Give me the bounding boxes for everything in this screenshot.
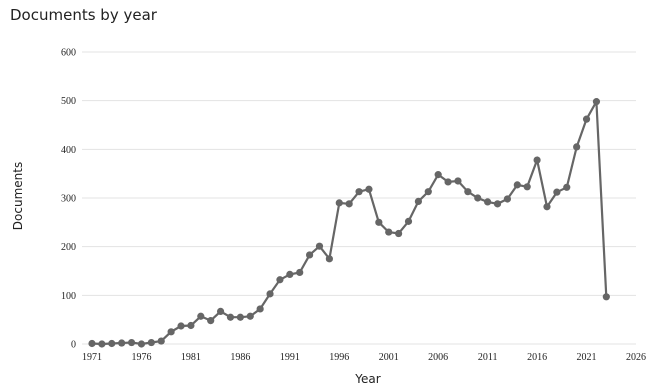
data-point: [533, 156, 541, 164]
x-tick-labels: 1971 1976 1981 1986 1991 1996 2001 2006 2011 2016…: [82, 352, 646, 363]
data-point: [226, 313, 235, 321]
data-point: [592, 98, 601, 106]
data-point: [236, 313, 244, 321]
data-point: [503, 195, 512, 203]
data-point: [197, 312, 205, 320]
data-point: [108, 339, 116, 348]
x-tick-label: 2026: [626, 352, 646, 363]
data-point: [444, 178, 452, 186]
data-point: [573, 143, 581, 151]
data-point: [276, 276, 284, 284]
y-tick-label: 400: [61, 145, 76, 156]
data-point: [602, 293, 610, 301]
data-point: [216, 307, 225, 315]
x-tick-label: 1986: [230, 352, 250, 363]
data-point: [137, 340, 146, 348]
data-point: [98, 340, 106, 348]
data-point: [147, 338, 155, 347]
data-point: [414, 197, 422, 206]
data-point: [315, 242, 324, 250]
x-tick-label: 2016: [527, 352, 547, 363]
y-tick-label: 300: [61, 194, 76, 205]
data-point: [187, 321, 195, 330]
y-tick-label: 0: [71, 340, 76, 351]
x-tick-label: 2006: [428, 352, 448, 363]
data-point: [256, 305, 264, 313]
data-point: [582, 115, 591, 123]
y-tick-label: 500: [61, 96, 76, 107]
x-tick-label: 1996: [329, 352, 349, 363]
data-point: [563, 183, 571, 191]
x-tick-label: 1971: [82, 352, 102, 363]
data-point: [335, 199, 343, 207]
data-point: [434, 171, 442, 179]
data-point: [513, 181, 521, 189]
data-point: [404, 217, 413, 225]
data-point: [177, 322, 185, 330]
x-tick-label: 1981: [181, 352, 201, 363]
data-point: [543, 203, 551, 211]
data-point: [157, 337, 165, 345]
x-tick-label: 1991: [280, 352, 300, 363]
data-point: [345, 200, 353, 208]
data-point: [296, 268, 304, 277]
y-tick-label: 600: [61, 48, 76, 59]
y-axis-label: Documents: [11, 162, 25, 230]
data-points: [88, 98, 610, 348]
chart-title: Documents by year: [10, 6, 157, 24]
data-point: [127, 338, 136, 347]
data-point: [385, 228, 393, 236]
data-point: [167, 328, 175, 336]
data-point: [207, 317, 215, 325]
data-point: [484, 198, 492, 206]
data-point: [375, 218, 383, 226]
data-point: [523, 183, 531, 191]
data-point: [306, 251, 314, 259]
x-axis-label: Year: [354, 372, 380, 386]
data-point: [88, 339, 96, 348]
data-point: [454, 177, 462, 185]
data-point: [464, 188, 472, 196]
data-point: [424, 188, 432, 196]
data-point: [493, 200, 502, 208]
x-tick-label: 2001: [379, 352, 399, 363]
series-line: [91, 97, 608, 346]
data-point: [365, 185, 373, 193]
data-point: [286, 270, 294, 279]
data-point: [118, 339, 126, 347]
y-tick-label: 200: [61, 242, 76, 253]
data-point: [325, 255, 333, 263]
data-point: [355, 188, 363, 196]
x-tick-label: 2021: [577, 352, 597, 363]
y-tick-label: 100: [61, 291, 76, 302]
data-point: [395, 229, 403, 238]
x-tick-label: 1976: [131, 352, 151, 363]
data-point: [553, 188, 561, 196]
y-tick-labels: 0 100 200 300 400 500 600: [61, 48, 76, 351]
data-point: [266, 290, 274, 298]
grid-lines: [82, 51, 636, 345]
data-point: [474, 194, 482, 202]
x-tick-label: 2011: [478, 352, 498, 363]
data-point: [246, 312, 254, 320]
